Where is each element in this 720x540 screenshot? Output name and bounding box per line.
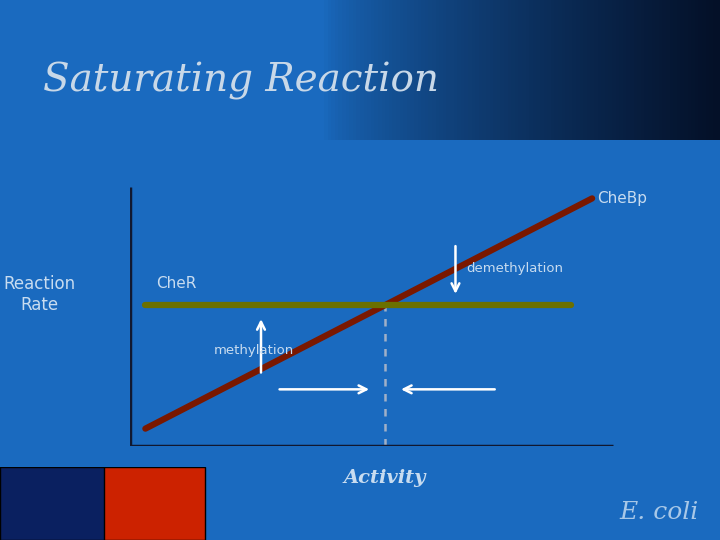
Text: Reaction
Rate: Reaction Rate (4, 275, 76, 314)
Text: E. coli: E. coli (619, 501, 698, 524)
Text: CheBp: CheBp (598, 191, 647, 206)
FancyBboxPatch shape (0, 467, 104, 540)
Text: Activity: Activity (344, 469, 426, 487)
Text: methylation: methylation (214, 343, 294, 356)
Text: CheR: CheR (156, 276, 197, 291)
Text: Saturating Reaction: Saturating Reaction (43, 63, 439, 100)
FancyBboxPatch shape (0, 467, 205, 540)
Text: demethylation: demethylation (466, 262, 563, 275)
